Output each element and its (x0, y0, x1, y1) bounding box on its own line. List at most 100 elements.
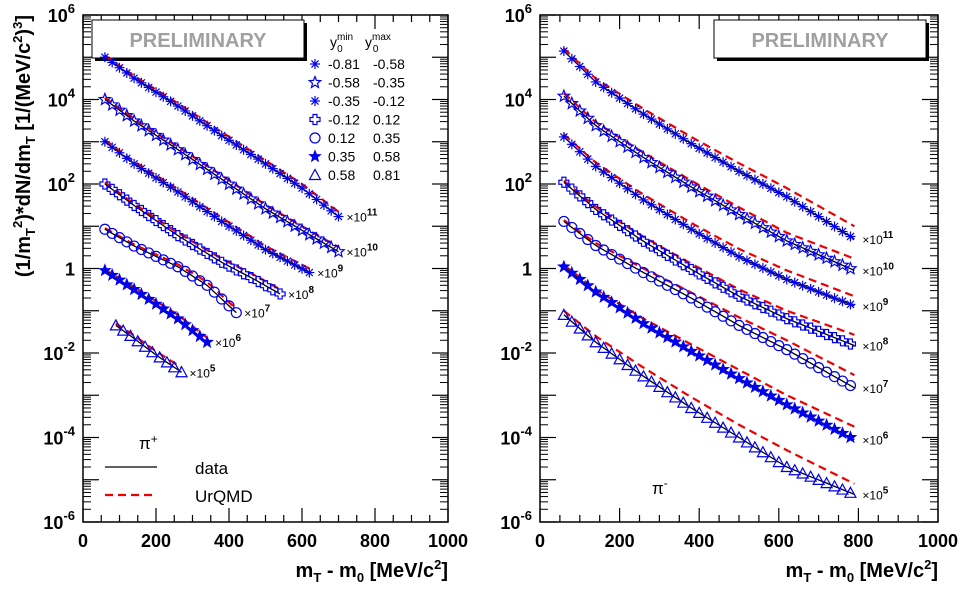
right-data-point (598, 167, 609, 178)
right-data-point (708, 357, 723, 371)
right-data-point (771, 393, 786, 407)
right-data-point (797, 280, 808, 291)
legend-marker-asterisk (310, 96, 320, 106)
right-data-point (803, 409, 818, 423)
right-data-point (788, 463, 802, 476)
right-x-tick-label: 0 (535, 531, 545, 551)
left-data-point (202, 206, 213, 217)
right-data-point (843, 261, 858, 275)
right-data-point (597, 341, 611, 354)
right-data-point (827, 254, 842, 268)
right-x-axis-title: mT - m0 [MeV/c2] (786, 557, 938, 585)
right-data-point (653, 245, 665, 257)
right-data-point (694, 143, 705, 154)
legend-marker-open-triangle (308, 168, 322, 181)
right-data-point (843, 486, 857, 498)
left-data-point (280, 214, 295, 228)
left-data-point (202, 120, 213, 131)
right-data-point (636, 316, 651, 330)
left-data-point (258, 201, 273, 215)
left-data-point (316, 235, 332, 250)
right-data-point (622, 183, 633, 194)
right-data-point (564, 265, 579, 279)
left-data-point (224, 221, 234, 232)
right-data-point (694, 228, 705, 239)
right-y-tick-label: 106 (505, 1, 532, 26)
left-data-point (201, 279, 213, 291)
right-data-point (702, 233, 713, 244)
left-scale-factor-label: ×106 (215, 333, 241, 350)
right-data-point (669, 254, 681, 266)
right-data-point (756, 445, 770, 458)
right-watermark-box (713, 19, 927, 59)
right-data-point (757, 263, 768, 274)
right-data-point (797, 201, 808, 212)
right-data-point (556, 259, 571, 273)
right-data-point (644, 374, 658, 387)
left-y-tick-label: 102 (48, 170, 75, 195)
left-data-fit-line (104, 183, 281, 295)
right-data-point (660, 385, 674, 398)
left-data-point (178, 317, 193, 331)
left-data-point (274, 288, 286, 300)
right-data-point (646, 199, 657, 210)
left-data-point (272, 209, 288, 224)
right-data-point (692, 348, 707, 362)
right-data-point (779, 233, 795, 248)
right-data-point (612, 300, 627, 314)
right-data-point (590, 203, 602, 216)
left-x-tick-label: 400 (214, 531, 244, 551)
legend-row-max: -0.58 (373, 56, 405, 72)
right-data-point (811, 247, 826, 262)
legend-row-max: 0.81 (373, 167, 400, 183)
left-data-point (289, 259, 300, 270)
left-data-point (216, 293, 228, 305)
right-data-point (755, 220, 771, 234)
right-data-point (654, 204, 665, 215)
left-data-point (245, 235, 256, 246)
right-data-point (574, 227, 586, 240)
right-data-point (845, 231, 856, 242)
left-data-point (143, 168, 154, 179)
right-data-point (596, 289, 611, 304)
left-data-point (265, 205, 281, 220)
right-series-0: ×1011 (558, 46, 894, 247)
left-data-fit-line (115, 324, 182, 373)
left-series-3: ×108 (99, 178, 314, 302)
legend-marker-open-star (307, 74, 323, 89)
right-data-point (732, 430, 746, 443)
legend-row-max: 0.35 (373, 130, 400, 146)
right-data-point (630, 103, 641, 114)
right-data-point (763, 224, 779, 239)
right-data-point (773, 187, 784, 198)
right-data-point (622, 98, 633, 109)
right-data-point (805, 322, 817, 334)
right-data-point (820, 476, 834, 489)
left-data-point (236, 186, 251, 201)
right-data-point (805, 283, 816, 294)
right-data-point (596, 123, 611, 138)
left-data-point (260, 158, 271, 169)
left-data-point (185, 151, 200, 166)
left-data-point (282, 256, 293, 267)
left-data-point (107, 57, 118, 68)
right-data-point (660, 330, 675, 344)
left-series-2: ×109 (99, 136, 344, 281)
right-data-point (581, 328, 595, 341)
right-data-point (789, 316, 801, 328)
right-data-point (620, 139, 635, 154)
right-data-point (805, 206, 816, 217)
left-data-point (148, 127, 164, 142)
right-data-point (620, 305, 635, 319)
left-data-point (123, 329, 137, 342)
left-data-point (119, 107, 135, 122)
right-data-point (734, 251, 744, 262)
right-data-point (733, 290, 745, 302)
right-data-point (795, 405, 810, 419)
left-data-point (187, 196, 198, 207)
legend-row-min: -0.12 (328, 112, 360, 128)
left-scale-factor-label: ×105 (190, 363, 216, 380)
right-data-point (638, 194, 649, 205)
right-data-point (796, 466, 810, 479)
